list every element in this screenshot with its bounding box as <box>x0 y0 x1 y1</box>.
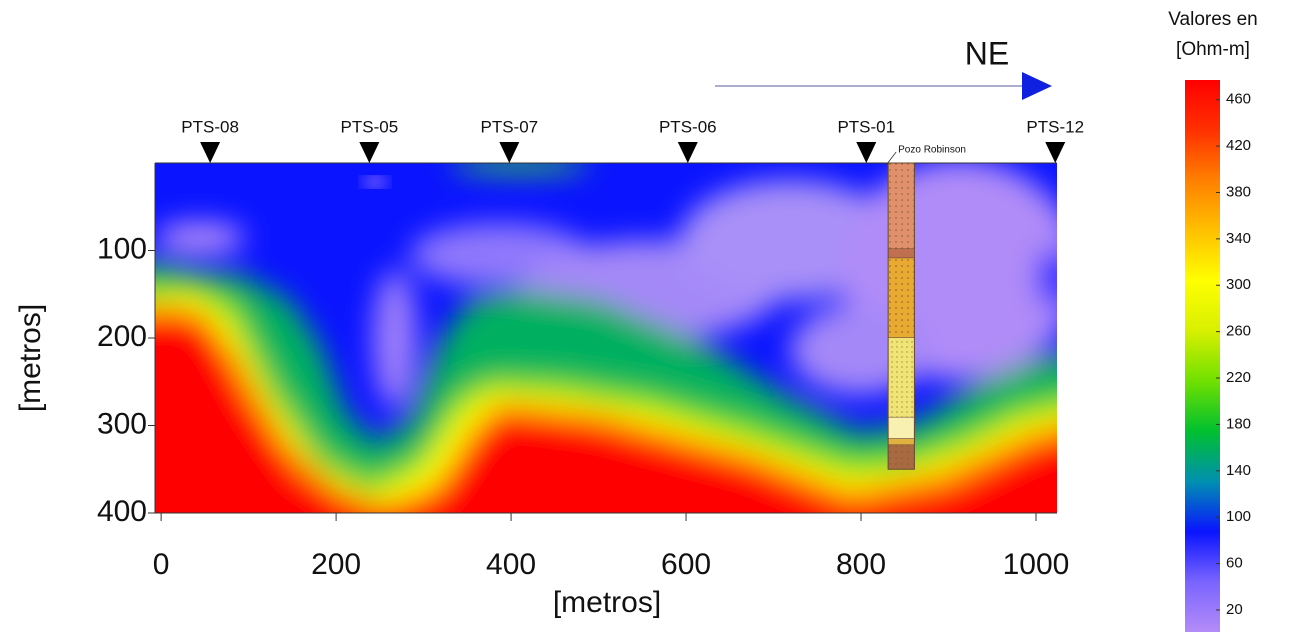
station-marker <box>1045 142 1066 163</box>
y-tick-label: 300 <box>97 407 147 440</box>
station-marker <box>499 142 520 163</box>
colorbar-tick-label: 180 <box>1226 415 1251 432</box>
station-label: PTS-05 <box>341 117 399 136</box>
well-layer <box>887 248 915 259</box>
well-layer-texture <box>888 337 915 418</box>
well-leader <box>885 151 897 166</box>
x-tick-label: 200 <box>311 548 361 581</box>
colorbar-tick-label: 460 <box>1226 91 1251 108</box>
station-label: PTS-08 <box>181 117 239 136</box>
y-tick-label: 100 <box>97 232 147 265</box>
station-label: PTS-12 <box>1026 117 1084 136</box>
well-label: Pozo Robinson <box>898 145 966 156</box>
colorbar-tick-label: 300 <box>1226 276 1251 293</box>
well-layer-texture <box>888 257 915 338</box>
x-tick-label: 1000 <box>1003 548 1070 581</box>
x-tick-label: 800 <box>836 548 886 581</box>
colorbar-tick-label: 420 <box>1226 137 1251 154</box>
station-label: PTS-07 <box>481 117 539 136</box>
well-layer-texture <box>888 163 915 249</box>
well-layer <box>887 438 915 445</box>
y-tick-label: 200 <box>97 320 147 353</box>
well-column <box>887 162 915 470</box>
colorbar-tick-label: 60 <box>1226 555 1243 572</box>
direction-label: NE <box>965 35 1009 71</box>
resistivity-field <box>155 163 1057 513</box>
well-layer <box>887 416 915 439</box>
colorbar-title: Valores en <box>1168 9 1257 30</box>
station-label: PTS-01 <box>837 117 895 136</box>
y-tick-label: 400 <box>97 495 147 528</box>
colorbar-tick-label: 380 <box>1226 183 1251 200</box>
colorbar-tick-label: 220 <box>1226 369 1251 386</box>
colorbar <box>1185 80 1220 632</box>
direction-arrow-head <box>1022 72 1052 100</box>
well <box>887 162 915 470</box>
x-tick-label: 400 <box>486 548 536 581</box>
station-label: PTS-06 <box>659 117 717 136</box>
colorbar-tick-label: 100 <box>1226 508 1251 525</box>
x-tick-label: 0 <box>153 548 170 581</box>
station-marker <box>359 142 380 163</box>
colorbar-tick-label: 340 <box>1226 230 1251 247</box>
colorbar-tick-label: 20 <box>1226 601 1243 618</box>
colorbar-tick-label: 260 <box>1226 323 1251 340</box>
well-layer-texture <box>888 444 915 470</box>
colorbar-title: [Ohm-m] <box>1176 39 1250 60</box>
colorbar-tick-label: 140 <box>1226 462 1251 479</box>
station-marker <box>200 142 221 163</box>
x-axis-label: [metros] <box>553 586 661 619</box>
x-tick-label: 600 <box>661 548 711 581</box>
y-axis-label: [metros] <box>14 304 47 412</box>
station-marker <box>856 142 877 163</box>
station-marker <box>677 142 698 163</box>
